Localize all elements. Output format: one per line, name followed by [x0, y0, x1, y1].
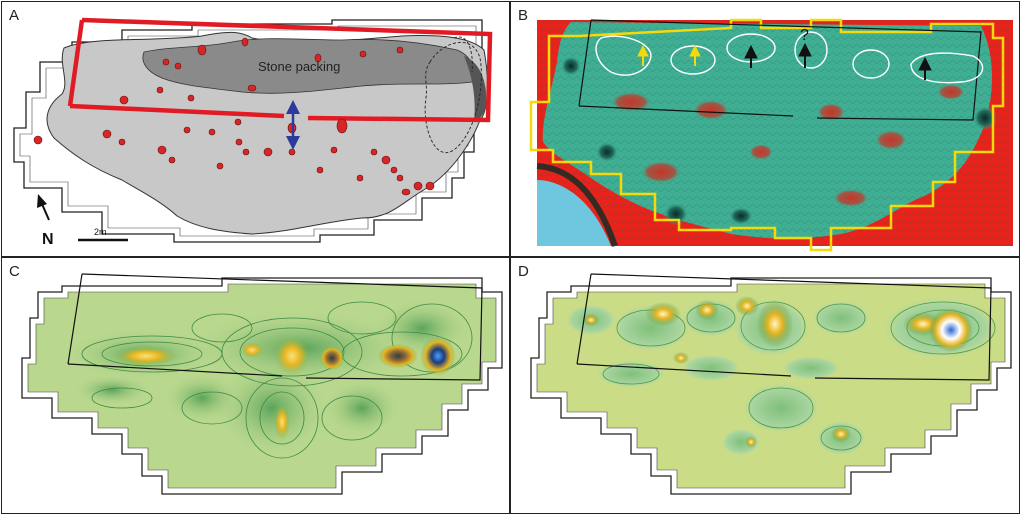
- b-corner-block: [511, 2, 537, 20]
- panel-c-map: [21, 273, 503, 495]
- b-yellow-outline: [529, 18, 1005, 252]
- panel-a: A: [1, 1, 510, 257]
- north-label: N: [42, 231, 54, 248]
- scale-label: 2m: [94, 227, 107, 237]
- panel-label-a: A: [9, 7, 20, 24]
- d-trench-left: [576, 273, 592, 365]
- panel-b-map: ?: [511, 2, 1013, 252]
- dashed-pit-outline: [424, 41, 482, 153]
- panel-label-c: C: [9, 263, 20, 280]
- red-frame-left: [67, 19, 85, 107]
- b-trench-left: [578, 19, 592, 107]
- panel-a-plan: Stone packing N 2m: [13, 17, 493, 248]
- c-trench-left: [67, 273, 83, 365]
- panel-d-map: [530, 273, 1012, 495]
- panel-label-b: B: [518, 7, 529, 24]
- b-question-mark: ?: [800, 27, 809, 44]
- d-peaks: [583, 296, 973, 448]
- dark-east-edge: [464, 56, 487, 122]
- b-dark-anomalies: [561, 56, 997, 225]
- stone-packing-area: [142, 38, 475, 94]
- panel-d: D: [510, 257, 1020, 514]
- b-water-edge: [536, 163, 618, 247]
- excavation-outline-inner: [19, 25, 477, 237]
- b-red-patches: [611, 84, 965, 207]
- panel-c: C: [1, 257, 510, 514]
- north-arrow-icon: [37, 194, 50, 221]
- c-peaks: [114, 336, 456, 440]
- b-contour-texture: [537, 20, 1013, 246]
- b-white-loops: [595, 31, 984, 84]
- b-black-arrows: [744, 42, 932, 80]
- stone-packing-label: Stone packing: [258, 59, 340, 74]
- b-water: [537, 180, 611, 246]
- panel-label-d: D: [518, 263, 529, 280]
- double-arrow-icon: [286, 100, 300, 150]
- b-yellow-arrows: [637, 44, 701, 66]
- panel-b: B: [510, 1, 1020, 257]
- dashed-pit-outline-2: [453, 36, 473, 73]
